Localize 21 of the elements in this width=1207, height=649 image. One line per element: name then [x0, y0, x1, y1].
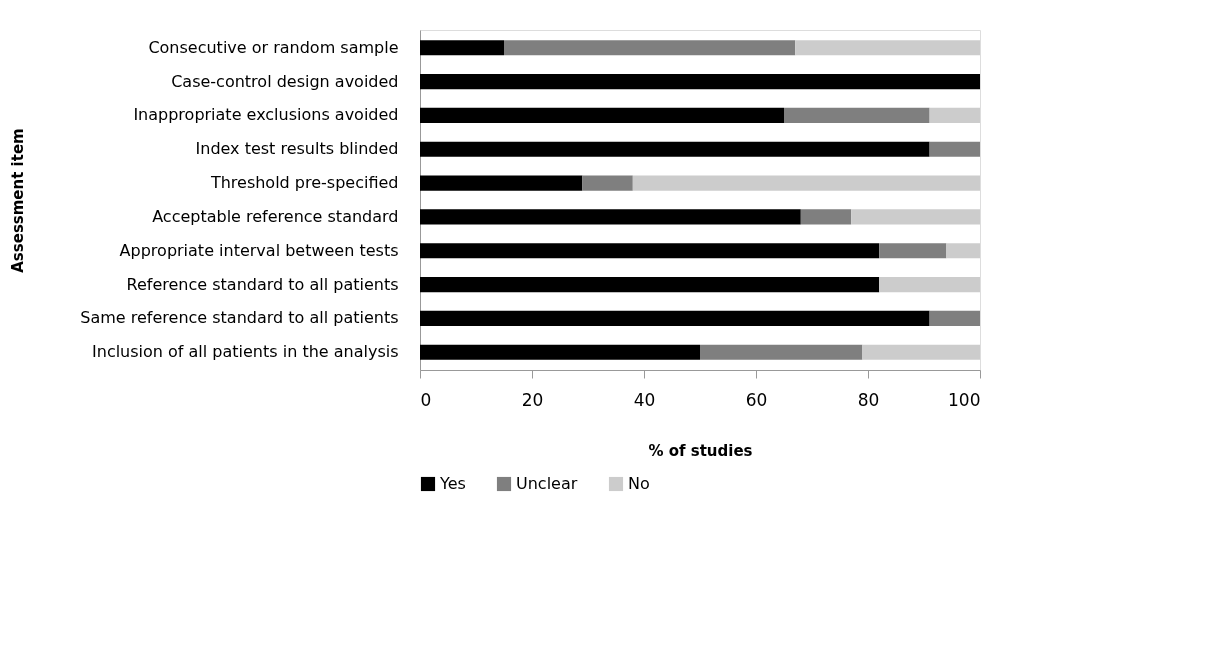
- y-tick-label: Same reference standard to all patients: [80, 308, 399, 328]
- y-tick-label: Threshold pre-specified: [209, 173, 399, 193]
- x-tick-label: 40: [633, 389, 656, 410]
- y-tick-label: Consecutive or random sample: [148, 37, 399, 57]
- legend-label: Unclear: [516, 474, 578, 493]
- x-tick-label: 100: [948, 389, 981, 410]
- x-tick-label: 60: [745, 389, 768, 410]
- y-tick-label: Case-control design avoided: [171, 71, 399, 91]
- legend-label: No: [628, 474, 650, 493]
- y-tick-label: Index test results blinded: [195, 139, 399, 159]
- x-tick-label: 0: [420, 389, 432, 410]
- x-tick-label: 20: [521, 389, 544, 410]
- x-axis-title: % of studies: [648, 441, 753, 460]
- y-tick-label: Appropriate interval between tests: [119, 240, 399, 260]
- y-tick-label: Inclusion of all patients in the analysis: [92, 342, 399, 362]
- y-tick-label: Inappropriate exclusions avoided: [133, 105, 399, 125]
- y-tick-label: Acceptable reference standard: [152, 206, 399, 226]
- y-tick-label: Reference standard to all patients: [126, 274, 399, 294]
- x-tick-label: 80: [857, 389, 880, 410]
- legend-label: Yes: [439, 474, 466, 493]
- y-axis-title: Assessment item: [8, 128, 27, 273]
